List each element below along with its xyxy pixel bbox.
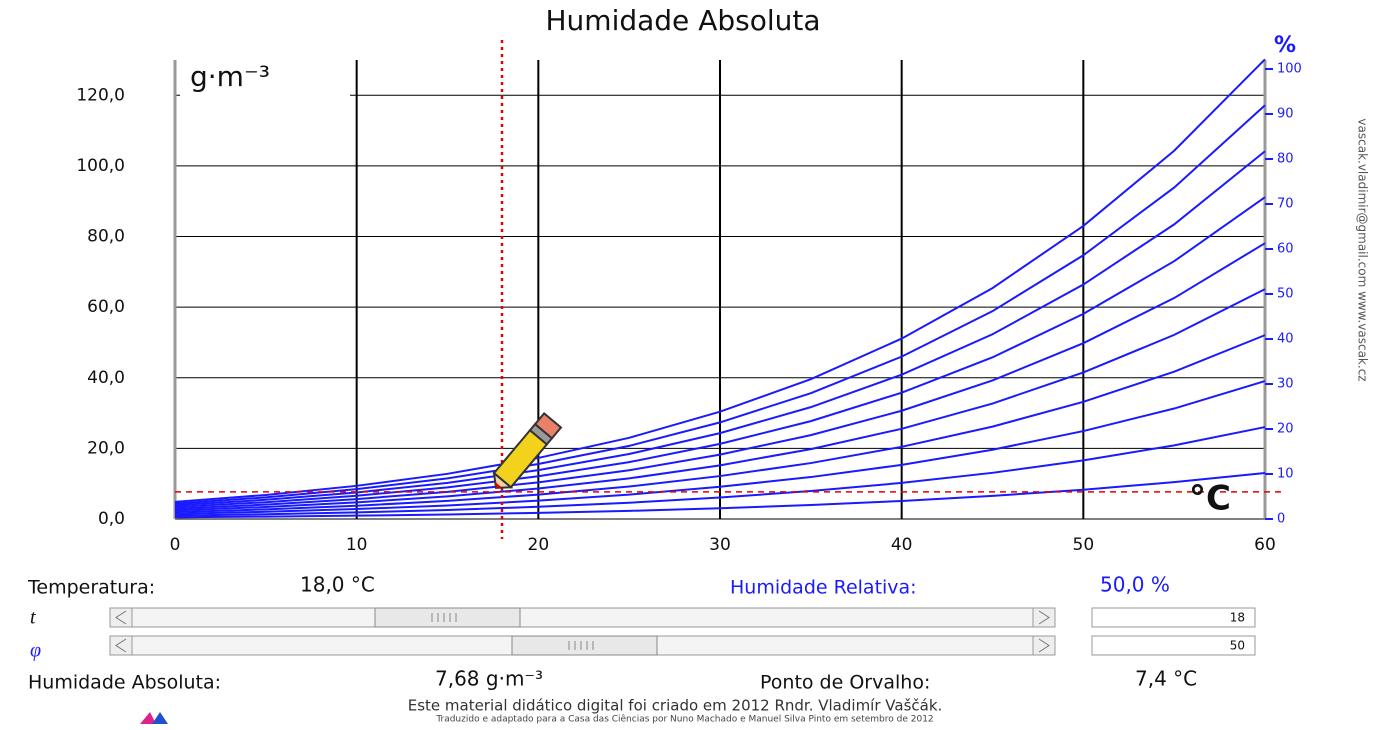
- y2-tick-label: 30: [1277, 377, 1294, 392]
- x-tick-label: 20: [528, 535, 550, 555]
- humidity-curve: [174, 472, 1266, 519]
- x-tick-label: 60: [1254, 535, 1276, 555]
- pencil-cursor: [492, 411, 563, 489]
- dew-point-label: Ponto de Orvalho:: [760, 672, 930, 694]
- humidity-curve: [174, 242, 1266, 510]
- temperature-input-value: 18: [1230, 611, 1245, 625]
- logo: [140, 712, 168, 724]
- y2-tick-label: 90: [1277, 107, 1294, 122]
- temperature-slider[interactable]: [109, 607, 1056, 628]
- humidity-curve: [174, 380, 1266, 515]
- humidity-slider[interactable]: [109, 635, 1056, 656]
- pencil-tip: [492, 470, 514, 489]
- absolute-humidity-label: Humidade Absoluta:: [28, 672, 221, 694]
- pencil-eraser: [533, 411, 563, 440]
- y2-tick-label: 50: [1277, 287, 1294, 302]
- unit-box: [180, 64, 350, 96]
- x-unit: °C: [1189, 479, 1231, 519]
- y-tick-label: 100,0: [76, 156, 125, 176]
- chart-title: Humidade Absoluta: [546, 4, 821, 37]
- relative-humidity-label: Humidade Relativa:: [730, 577, 917, 599]
- humidity-curve: [174, 104, 1266, 505]
- y2-tick-label: 80: [1277, 152, 1294, 167]
- relative-humidity-value: 50,0 %: [1100, 573, 1170, 597]
- x-tick-label: 30: [709, 535, 731, 555]
- y-tick-label: 60,0: [87, 297, 125, 317]
- plot: 0 10 20 30 40 50 60 0,0 20,0 40,0 60,0 80,0 100,0 120…: [76, 40, 1302, 555]
- slider-symbol: t: [30, 607, 36, 629]
- pencil-lead: [495, 482, 502, 488]
- footer-line: Este material didático digital foi criad…: [408, 697, 943, 715]
- y-tick-label: 0,0: [98, 509, 125, 529]
- y2-tick-label: 70: [1277, 197, 1294, 212]
- y-tick-label: 20,0: [87, 438, 125, 458]
- temperature-label: Temperatura:: [27, 577, 155, 599]
- x-tick-label: 10: [346, 535, 368, 555]
- y2-unit: %: [1274, 33, 1296, 58]
- temperature-value: 18,0 °C: [300, 573, 375, 597]
- y2-tick-label: 100: [1277, 62, 1302, 77]
- y2-tick-label: 0: [1277, 512, 1285, 527]
- y2-tick-label: 20: [1277, 422, 1294, 437]
- y-tick-label: 80,0: [87, 227, 125, 247]
- y-unit: g·m⁻³: [190, 60, 270, 93]
- humidity-curve: [174, 334, 1266, 514]
- temperature-input[interactable]: [1091, 607, 1256, 628]
- slider-symbol: φ: [30, 640, 41, 662]
- dew-point-value: 7,4 °C: [1135, 667, 1197, 691]
- side-credit: vascak.vladimir@gmail.com www.vascak.cz: [1356, 118, 1370, 381]
- y-tick-label: 40,0: [87, 368, 125, 388]
- humidity-curve: [174, 426, 1266, 517]
- x-tick-label: 50: [1073, 535, 1095, 555]
- humidity-curve: [174, 196, 1266, 508]
- y2-tick-label: 60: [1277, 242, 1294, 257]
- y-tick-label: 120,0: [76, 85, 125, 105]
- x-tick-label: 0: [170, 535, 181, 555]
- humidity-input[interactable]: [1091, 635, 1256, 656]
- y2-tick-label: 40: [1277, 332, 1294, 347]
- y2-tick-label: 10: [1277, 467, 1294, 482]
- humidity-curve: [174, 58, 1266, 503]
- footer-line: Traduzido e adaptado para a Casa das Ciê…: [435, 714, 933, 725]
- absolute-humidity-value: 7,68 g·m⁻³: [435, 667, 543, 691]
- humidity-curve: [174, 288, 1266, 512]
- humidity-input-value: 50: [1230, 639, 1245, 653]
- x-tick-label: 40: [891, 535, 913, 555]
